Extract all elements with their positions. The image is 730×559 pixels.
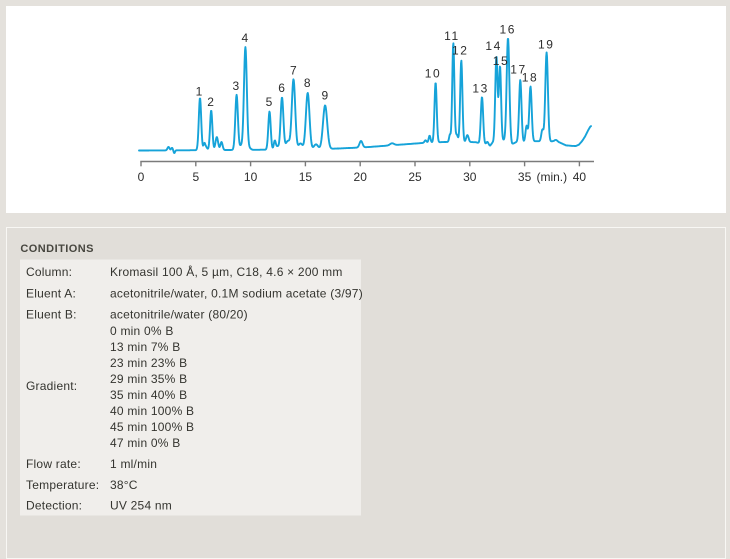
svg-text:1 ml/min: 1 ml/min bbox=[110, 457, 157, 471]
svg-text:40: 40 bbox=[573, 170, 587, 184]
svg-text:4: 4 bbox=[242, 31, 249, 45]
svg-text:14: 14 bbox=[485, 39, 502, 53]
svg-text:19: 19 bbox=[538, 37, 555, 51]
svg-text:10: 10 bbox=[425, 66, 442, 80]
svg-text:10: 10 bbox=[244, 170, 258, 184]
svg-text:15: 15 bbox=[493, 54, 510, 68]
svg-text:Gradient:: Gradient: bbox=[26, 379, 77, 393]
svg-text:30: 30 bbox=[463, 170, 477, 184]
svg-text:8: 8 bbox=[304, 76, 311, 90]
svg-text:3: 3 bbox=[233, 79, 240, 93]
svg-text:11: 11 bbox=[444, 29, 460, 43]
svg-text:20: 20 bbox=[354, 170, 368, 184]
svg-text:Flow rate:: Flow rate: bbox=[26, 457, 81, 471]
svg-text:2: 2 bbox=[207, 95, 214, 109]
svg-text:13 min 7% B: 13 min 7% B bbox=[110, 340, 180, 354]
svg-text:5: 5 bbox=[266, 95, 273, 109]
svg-text:35: 35 bbox=[518, 170, 532, 184]
svg-text:18: 18 bbox=[522, 70, 539, 84]
svg-text:40 min 100% B: 40 min 100% B bbox=[110, 404, 194, 418]
svg-text:Kromasil 100 Å, 5 µm, C18, 4.6: Kromasil 100 Å, 5 µm, C18, 4.6 × 200 mm bbox=[110, 264, 343, 279]
svg-text:47 min 0% B: 47 min 0% B bbox=[110, 436, 180, 450]
svg-text:UV 254 nm: UV 254 nm bbox=[110, 499, 172, 513]
svg-text:5: 5 bbox=[192, 170, 199, 184]
svg-text:13: 13 bbox=[472, 81, 489, 95]
svg-text:Eluent A:: Eluent A: bbox=[26, 287, 76, 301]
svg-text:23 min 23% B: 23 min 23% B bbox=[110, 356, 187, 370]
svg-text:45 min 100% B: 45 min 100% B bbox=[110, 420, 194, 434]
svg-text:6: 6 bbox=[278, 81, 285, 95]
svg-text:25: 25 bbox=[408, 170, 422, 184]
svg-text:Eluent B:: Eluent B: bbox=[26, 308, 77, 322]
svg-text:17: 17 bbox=[510, 62, 527, 76]
svg-text:(min.): (min.) bbox=[536, 170, 567, 184]
svg-text:0 min 0% B: 0 min 0% B bbox=[110, 324, 174, 338]
svg-text:38°C: 38°C bbox=[110, 478, 138, 492]
svg-text:15: 15 bbox=[299, 170, 313, 184]
svg-text:1: 1 bbox=[196, 84, 203, 98]
svg-text:Temperature:: Temperature: bbox=[26, 478, 99, 492]
svg-text:16: 16 bbox=[500, 22, 517, 36]
svg-text:7: 7 bbox=[290, 63, 297, 77]
svg-text:35 min 40% B: 35 min 40% B bbox=[110, 388, 187, 402]
svg-text:CONDITIONS: CONDITIONS bbox=[20, 243, 94, 255]
svg-text:12: 12 bbox=[452, 43, 469, 57]
svg-text:Column:: Column: bbox=[26, 265, 72, 279]
svg-text:9: 9 bbox=[322, 88, 329, 102]
svg-text:0: 0 bbox=[138, 170, 145, 184]
svg-text:Detection:: Detection: bbox=[26, 499, 82, 513]
svg-text:29 min 35% B: 29 min 35% B bbox=[110, 372, 187, 386]
svg-text:acetonitrile/water, 0.1M sodiu: acetonitrile/water, 0.1M sodium acetate … bbox=[110, 287, 363, 301]
svg-text:acetonitrile/water (80/20): acetonitrile/water (80/20) bbox=[110, 308, 248, 322]
